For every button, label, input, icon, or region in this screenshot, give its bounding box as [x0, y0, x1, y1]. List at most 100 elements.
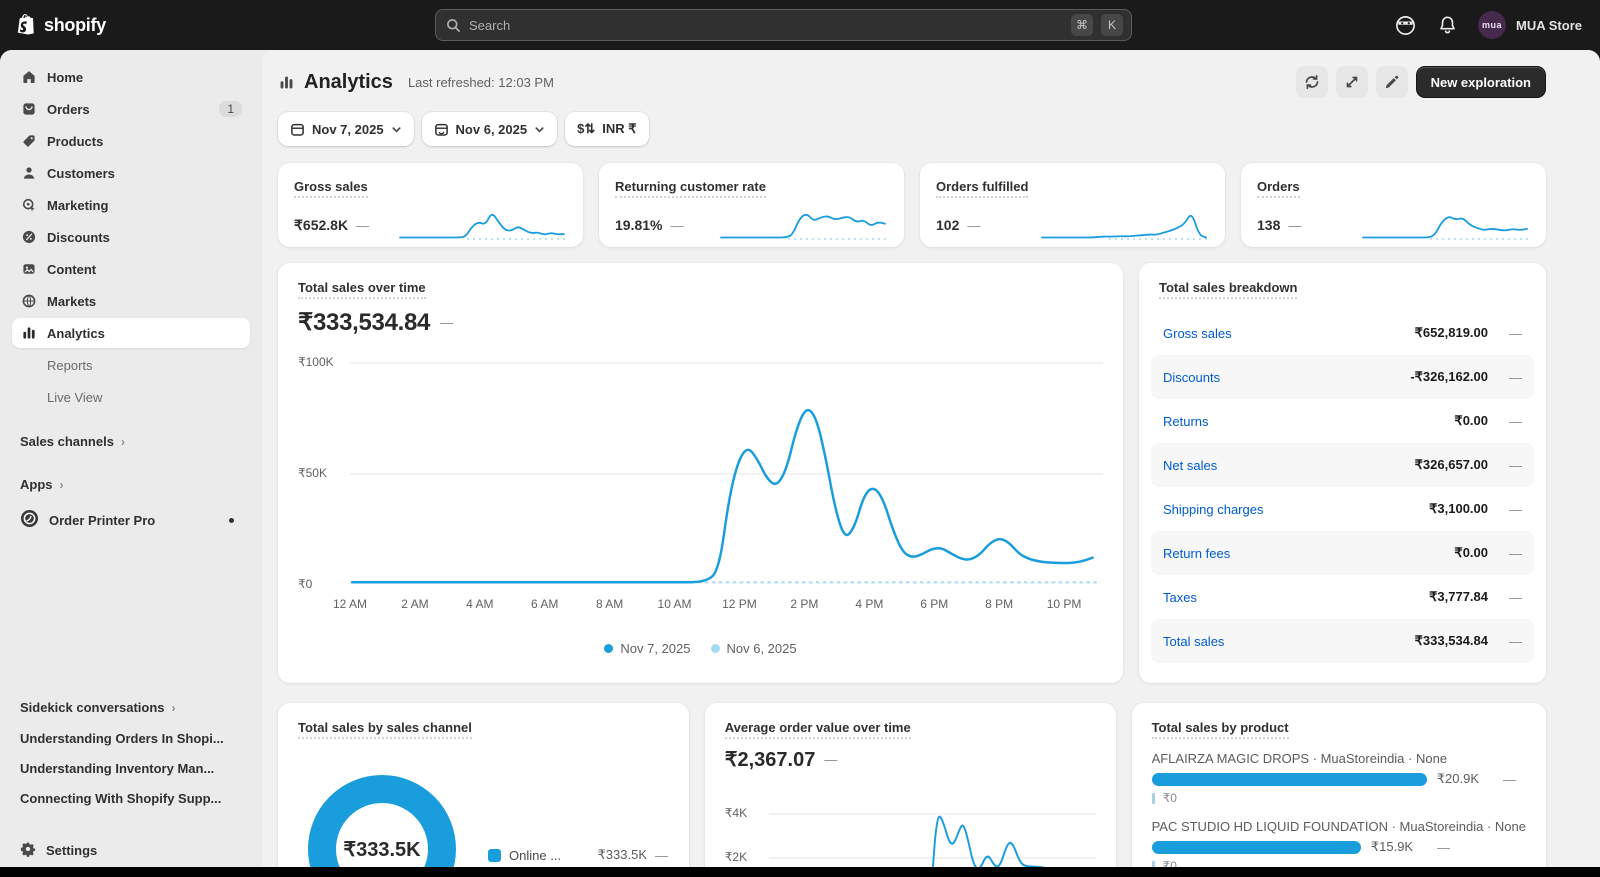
sidebar-item-reports[interactable]: Reports — [47, 357, 93, 373]
product-bar-item: PAC STUDIO HD LIQUID FOUNDATION · MuaSto… — [1151, 819, 1526, 873]
calendar-compare-icon — [434, 122, 449, 137]
sidebar-item-markets[interactable]: Markets — [12, 286, 250, 316]
date-range-picker[interactable]: Nov 7, 2025 — [278, 112, 414, 146]
edit-button[interactable] — [1375, 66, 1408, 98]
new-exploration-button[interactable]: New exploration — [1415, 66, 1546, 98]
sidebar-item-home[interactable]: Home — [12, 62, 250, 92]
sidebar-item-products[interactable]: Products — [12, 126, 250, 156]
sidekick-conversations-section[interactable]: Sidekick conversations › — [20, 700, 176, 715]
breakdown-row: Gross sales ₹652,819.00 — — [1163, 325, 1522, 341]
orders-count-badge: 1 — [219, 101, 242, 117]
refresh-button[interactable] — [1295, 66, 1328, 98]
sidekick-conversation[interactable]: Connecting With Shopify Supp... — [20, 790, 222, 806]
metric-card-orders[interactable]: Orders 138 — — [1241, 163, 1546, 247]
sidekick-conversation[interactable]: Understanding Inventory Man... — [20, 760, 215, 776]
chevron-right-icon: › — [120, 434, 125, 449]
sidebar-item-content[interactable]: Content — [12, 254, 250, 284]
chevron-right-icon: › — [171, 700, 176, 715]
product-bar[interactable] — [1151, 772, 1427, 786]
total-sales-by-product-card: Total sales by product AFLAIRZA MAGIC DR… — [1131, 703, 1546, 877]
content-icon — [20, 261, 37, 278]
product-bar[interactable] — [1151, 840, 1361, 854]
breakdown-link[interactable]: Return fees — [1163, 545, 1231, 561]
sidebar-item-discounts[interactable]: Discounts — [12, 222, 250, 252]
sidekick-icon[interactable] — [1394, 14, 1417, 37]
refresh-icon — [1304, 74, 1320, 90]
breakdown-link[interactable]: Total sales — [1163, 633, 1225, 649]
breakdown-row: Taxes ₹3,777.84 — — [1163, 589, 1522, 605]
main-content: Analytics Last refreshed: 12:03 PM New e… — [262, 50, 1600, 877]
breakdown-link[interactable]: Net sales — [1163, 457, 1218, 473]
currency-selector[interactable]: $⇅ INR ₹ — [565, 112, 649, 146]
legend-dot — [604, 644, 614, 653]
legend-item-nov-6[interactable]: Nov 6, 2025 — [710, 641, 797, 656]
sparkline-chart — [399, 213, 565, 240]
breakdown-link[interactable]: Discounts — [1163, 369, 1221, 385]
breakdown-link[interactable]: Taxes — [1163, 589, 1197, 605]
chart-title[interactable]: Total sales by sales channel — [298, 720, 472, 739]
donut-center-value: ₹333.5K — [343, 838, 421, 861]
chart-title[interactable]: Total sales over time — [298, 280, 426, 299]
sidebar-item-live-view[interactable]: Live View — [47, 389, 103, 405]
sidebar: Home Orders 1 Products Customers Marketi… — [0, 50, 262, 877]
marketing-icon — [20, 197, 37, 214]
breakdown-row: Net sales ₹326,657.00 — — [1151, 443, 1534, 487]
average-order-value-card: Average order value over time ₹2,367.07 … — [704, 703, 1116, 877]
expand-button[interactable] — [1335, 66, 1368, 98]
breakdown-row: Return fees ₹0.00 — — [1151, 531, 1534, 575]
metric-card-orders-fulfilled[interactable]: Orders fulfilled 102 — — [920, 163, 1225, 247]
chart-title[interactable]: Total sales by product — [1151, 720, 1289, 739]
metric-cards-row: Gross sales ₹652.8K — Returning customer… — [278, 163, 1546, 247]
kbd-command: ⌘ — [1071, 14, 1093, 36]
analytics-icon — [20, 325, 37, 342]
apps-section[interactable]: Apps › — [20, 477, 64, 492]
sidebar-item-marketing[interactable]: Marketing — [12, 190, 250, 220]
breakdown-row: Shipping charges ₹3,100.00 — — [1163, 501, 1522, 517]
sparkline-chart — [720, 213, 886, 240]
screen-bottom-strip — [0, 867, 1600, 877]
global-search[interactable]: ⌘ K — [435, 9, 1132, 41]
sidebar-item-orders[interactable]: Orders 1 — [12, 94, 250, 124]
breakdown-link[interactable]: Shipping charges — [1163, 501, 1264, 517]
kbd-k: K — [1101, 14, 1123, 36]
sparkline-chart — [1041, 214, 1207, 240]
discounts-icon — [20, 229, 37, 246]
breakdown-row: Returns ₹0.00 — — [1163, 413, 1522, 429]
last-refreshed-text: Last refreshed: 12:03 PM — [407, 74, 554, 90]
donut-legend-item[interactable]: Online ... ₹333.5K — — [488, 847, 668, 863]
shopify-bag-icon — [16, 13, 38, 37]
x-axis-labels: 12 AM 2 AM 4 AM 6 AM 8 AM 10 AM 12 PM 2 … — [332, 597, 1082, 611]
metric-value: 102 — [936, 217, 960, 233]
breakdown-row: Total sales ₹333,534.84 — — [1151, 619, 1534, 663]
sidebar-item-analytics[interactable]: Analytics — [12, 318, 250, 348]
breakdown-title[interactable]: Total sales breakdown — [1159, 280, 1298, 299]
store-menu[interactable]: mua MUA Store — [1478, 11, 1582, 39]
metric-card-gross-sales[interactable]: Gross sales ₹652.8K — — [278, 163, 583, 247]
legend-item-nov-7[interactable]: Nov 7, 2025 — [604, 641, 691, 656]
store-avatar: mua — [1478, 11, 1507, 39]
compare-date-picker[interactable]: Nov 6, 2025 — [421, 112, 558, 146]
sales-channels-section[interactable]: Sales channels › — [20, 434, 125, 449]
legend-dot — [710, 644, 720, 653]
shopify-logo[interactable]: shopify — [16, 13, 106, 37]
breakdown-link[interactable]: Gross sales — [1163, 325, 1232, 341]
metric-card-returning-customer-rate[interactable]: Returning customer rate 19.81% — — [599, 163, 904, 247]
sidebar-item-order-printer-pro[interactable]: Order Printer Pro — [12, 504, 250, 536]
pencil-icon — [1384, 74, 1400, 90]
sidebar-item-settings[interactable]: Settings — [12, 835, 250, 865]
settings-gear-icon — [20, 841, 36, 860]
breakdown-link[interactable]: Returns — [1163, 413, 1209, 429]
aov-line-chart: ₹4K ₹2K — [725, 784, 1096, 877]
metric-value: 138 — [1257, 217, 1281, 233]
search-icon — [446, 18, 461, 33]
order-printer-pro-icon — [20, 509, 39, 531]
chevron-down-icon — [534, 124, 545, 135]
search-input[interactable] — [469, 17, 1063, 33]
sidekick-conversation[interactable]: Understanding Orders In Shopi... — [20, 730, 224, 746]
shopify-wordmark: shopify — [44, 14, 106, 35]
sidebar-item-customers[interactable]: Customers — [12, 158, 250, 188]
chart-title[interactable]: Average order value over time — [724, 720, 911, 739]
expand-icon — [1344, 74, 1360, 90]
notifications-bell-icon[interactable] — [1437, 14, 1458, 36]
breakdown-row: Discounts -₹326,162.00 — — [1151, 355, 1534, 399]
